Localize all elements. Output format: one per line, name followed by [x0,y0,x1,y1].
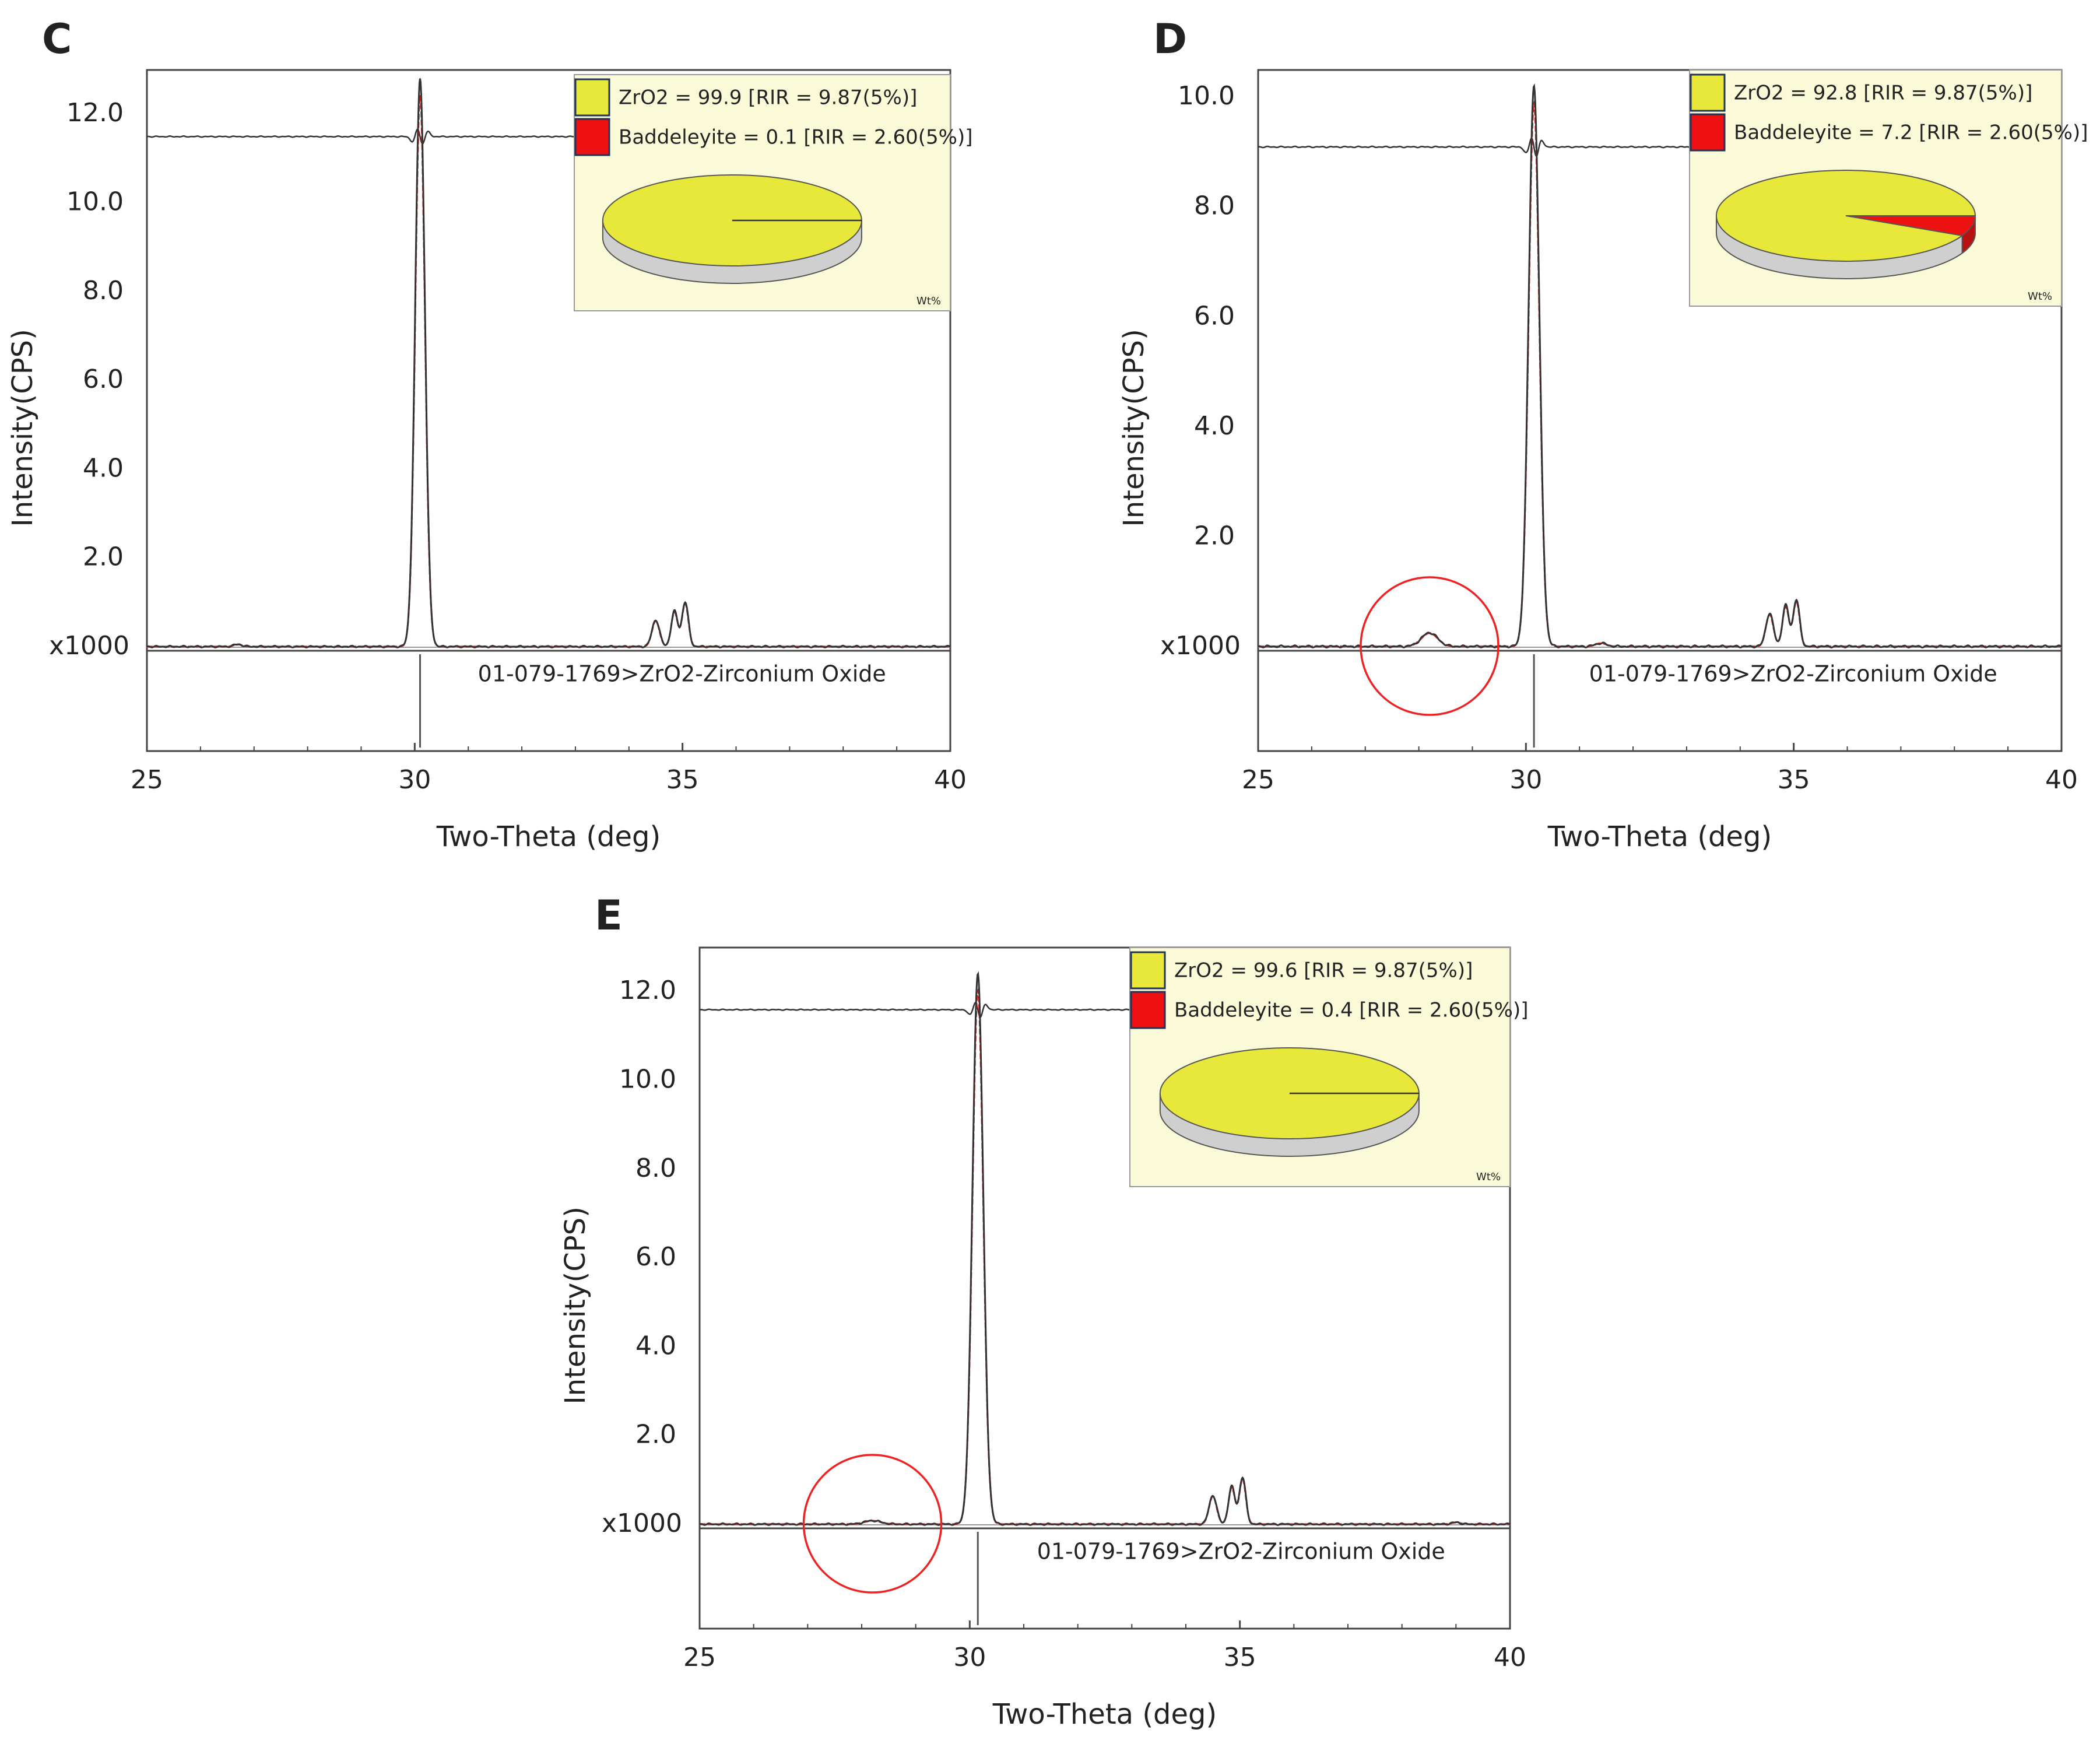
y-tick-label: 12.0 [66,98,124,128]
legend-label-zro2: ZrO2 = 99.9 [RIR = 9.87(5%)] [619,86,917,110]
x-tick-label: 35 [1224,1643,1256,1672]
legend-label-baddeleyite: Baddeleyite = 0.1 [RIR = 2.60(5%)] [619,126,972,149]
y-tick-label: 4.0 [83,453,124,483]
panel-label: E [595,892,623,939]
y-unit-label: x1000 [602,1509,682,1538]
x-tick-label: 30 [953,1643,986,1672]
legend-label-baddeleyite: Baddeleyite = 0.4 [RIR = 2.60(5%)] [1174,999,1528,1022]
pie-unit-label: Wt% [1476,1171,1501,1183]
legend-swatch-baddeleyite [1690,113,1726,152]
composition-inset: ZrO2 = 99.9 [RIR = 9.87(5%)] Baddeleyite … [574,74,972,311]
x-tick-label: 40 [2045,765,2078,795]
chart-panel-d: D 2.0 4.0 6.0 8.0 10.0 x1000 25 30 35 40 Two-Theta … [1118,15,2088,853]
reference-label: 01-079-1769>ZrO2-Zirconium Oxide [1037,1539,1445,1564]
measured-series [699,971,1511,1526]
y-tick-label: 6.0 [635,1242,676,1272]
x-tick-label: 40 [1494,1643,1526,1672]
pie-side-baddeleyite [1961,215,1976,255]
x-axis-title: Two-Theta (deg) [1547,820,1772,853]
legend-swatch-baddeleyite [574,118,610,156]
reference-label: 01-079-1769>ZrO2-Zirconium Oxide [1589,661,1997,687]
y-tick-label: 10.0 [1178,81,1235,111]
legend-swatch-zro2 [1690,73,1726,112]
chart-panel-e: E 2.0 4.0 6.0 8.0 10.0 12.0 x1000 25 30 35 40 Two-Th… [559,892,1528,1731]
y-tick-label: 8.0 [1194,191,1235,221]
legend-label-zro2: ZrO2 = 99.6 [RIR = 9.87(5%)] [1174,959,1473,983]
y-tick-label: 4.0 [635,1331,676,1360]
plot-frame [698,946,1511,1630]
y-unit-label: x1000 [49,631,129,661]
plot-frame [146,69,951,752]
x-tick-label: 30 [1509,765,1542,795]
x-tick-label: 35 [1778,765,1810,795]
pie-unit-label: Wt% [2028,290,2052,303]
x-axis-title: Two-Theta (deg) [436,820,661,853]
x-tick-label: 25 [131,765,163,795]
y-tick-label: 10.0 [66,187,124,216]
legend-label-baddeleyite: Baddeleyite = 7.2 [RIR = 2.60(5%)] [1734,121,2088,145]
pie-unit-label: Wt% [916,295,941,307]
y-tick-label: 10.0 [619,1064,676,1094]
y-tick-label: 2.0 [83,542,124,572]
y-tick-label: 4.0 [1194,411,1235,441]
composition-inset: ZrO2 = 92.8 [RIR = 9.87(5%)] Baddeleyite … [1689,69,2088,307]
legend-swatch-zro2 [574,78,610,117]
measured-series [1258,83,2062,649]
reference-label: 01-079-1769>ZrO2-Zirconium Oxide [478,661,886,687]
panel-label: C [42,15,72,63]
y-tick-label: 8.0 [83,276,124,306]
y-tick-label: 2.0 [635,1420,676,1450]
x-tick-label: 25 [1242,765,1274,795]
x-tick-label: 30 [398,765,431,795]
chart-panel-c: C 2.0 4.0 6.0 8.0 10.0 12.0 x1000 25 30 35 40 Two-Th… [6,15,972,853]
x-tick-label: 40 [934,765,967,795]
x-tick-label: 25 [683,1643,716,1672]
y-tick-label: 8.0 [635,1153,676,1183]
y-axis-title: Intensity(CPS) [1118,329,1150,527]
panel-label: D [1153,15,1187,63]
highlight-circle [1360,576,1500,716]
y-unit-label: x1000 [1160,631,1241,661]
y-tick-label: 12.0 [619,976,676,1005]
y-tick-label: 6.0 [83,364,124,394]
x-axis-title: Two-Theta (deg) [992,1698,1217,1731]
composition-inset: ZrO2 = 99.6 [RIR = 9.87(5%)] Baddeleyite … [1129,947,1528,1187]
y-axis-title: Intensity(CPS) [559,1206,592,1404]
x-tick-label: 35 [666,765,699,795]
legend-swatch-baddeleyite [1130,991,1166,1029]
y-tick-label: 2.0 [1194,521,1235,550]
highlight-circle [802,1454,943,1594]
legend-label-zro2: ZrO2 = 92.8 [RIR = 9.87(5%)] [1734,82,2032,105]
y-axis-title: Intensity(CPS) [6,329,39,527]
y-tick-label: 6.0 [1194,301,1235,331]
plot-frame [1257,69,2063,752]
legend-swatch-zro2 [1130,951,1166,990]
measured-series [146,78,951,648]
